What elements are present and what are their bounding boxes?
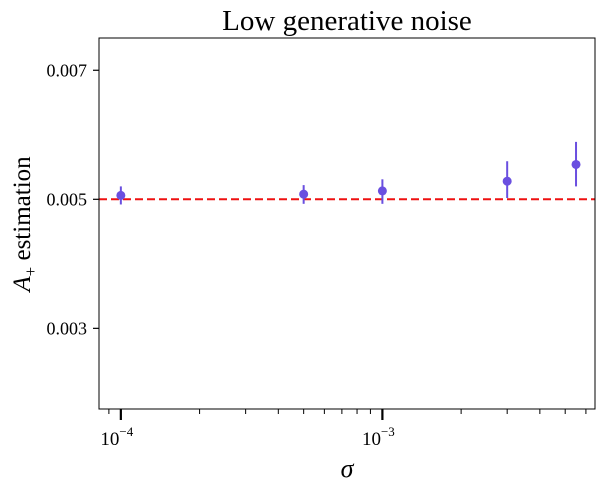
plot-area	[99, 38, 595, 409]
y-axis-label-main: A	[9, 276, 36, 294]
plot-frame	[98, 37, 596, 410]
chart-title: Low generative noise	[222, 5, 472, 37]
y-axis-label-rest: estimation	[9, 156, 36, 267]
y-axis-label-subscript: +	[21, 267, 40, 277]
data-point	[377, 186, 387, 196]
data-point	[299, 189, 309, 199]
svg-text:A+ estimation: A+ estimation	[9, 156, 40, 294]
x-tick-label-exponent: −4	[119, 424, 133, 439]
x-tick-label: 10−4	[100, 424, 133, 450]
x-tick-label-base: 10	[362, 429, 381, 450]
y-tick-label: 0.003	[47, 318, 88, 338]
x-axis-label: σ	[341, 454, 355, 483]
data-point	[571, 159, 581, 169]
y-tick-label: 0.005	[47, 189, 88, 209]
x-tick-label-base: 10	[100, 429, 119, 450]
x-tick-label: 10−3	[362, 424, 395, 450]
y-axis: 0.003 0.005 0.007	[47, 60, 99, 338]
series-layer	[116, 141, 581, 205]
data-point	[116, 190, 126, 200]
y-tick-label: 0.007	[47, 60, 88, 80]
x-axis: 10−4 10−3	[100, 409, 587, 450]
x-tick-label-exponent: −3	[381, 424, 395, 439]
data-point	[502, 176, 512, 186]
y-axis-label: A+ estimation	[9, 156, 40, 294]
